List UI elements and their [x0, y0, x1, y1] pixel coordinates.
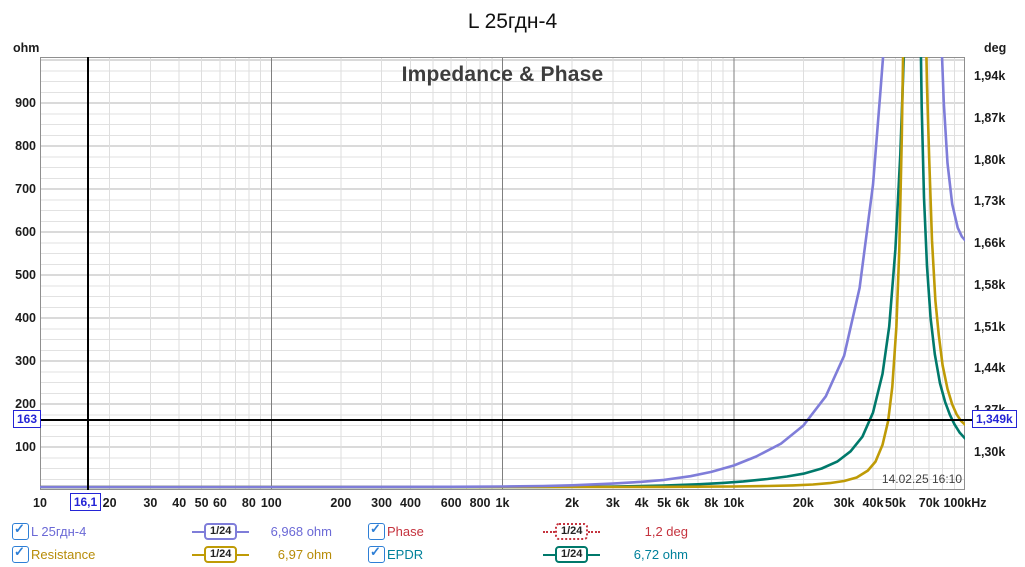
- epdr-checkbox[interactable]: ✓: [368, 544, 385, 563]
- cursor-right-value-readout[interactable]: 1,349k: [972, 409, 1017, 428]
- epdr-legend-label: EPDR: [387, 547, 424, 562]
- x-axis-tick-label: 30: [143, 496, 158, 510]
- phase-cursor-value: 1,2 deg: [644, 524, 688, 539]
- phase-checkbox[interactable]: ✓: [368, 521, 385, 540]
- line-sample-icon: [237, 530, 250, 533]
- phase-legend-label: Phase: [387, 524, 424, 539]
- right-axis-tick-label: 1,30k: [974, 444, 1006, 459]
- y-axis-tick-label: 300: [15, 354, 36, 368]
- line-sample-icon: [543, 530, 555, 533]
- x-axis-tick-label: 60: [212, 496, 227, 510]
- resistance-checkbox[interactable]: ✓: [12, 544, 29, 563]
- check-icon: ✓: [14, 521, 25, 536]
- curve-resistance: [40, 57, 965, 489]
- line-sample-icon: [588, 553, 601, 556]
- right-axis-tick-label: 1,58k: [974, 277, 1006, 292]
- measurement-timestamp: 14.02.25 16:10: [881, 472, 962, 486]
- x-axis-tick-label: 50: [194, 496, 209, 510]
- curve-l-25гдн-4: [40, 57, 965, 489]
- x-axis-tick-label: 200: [330, 496, 352, 510]
- x-axis-tick-label: 8k: [704, 496, 719, 510]
- cursor-left-value-readout[interactable]: 163: [13, 409, 42, 428]
- plot-border: [40, 57, 965, 490]
- y-axis-tick-label: 400: [15, 311, 36, 325]
- y-axis-tick-label: 800: [15, 139, 36, 153]
- x-axis-tick-label: 3k: [605, 496, 620, 510]
- line-sample-icon: [543, 553, 555, 556]
- check-icon: ✓: [370, 544, 381, 559]
- x-axis-tick-label: 6k: [675, 496, 690, 510]
- value-cursor-line[interactable]: [40, 419, 974, 421]
- line-sample-icon: [192, 553, 204, 556]
- line-sample-icon: [237, 553, 250, 556]
- x-axis-tick-label: 80: [241, 496, 256, 510]
- x-axis-tick-label: 50k: [884, 496, 906, 510]
- impedance-smoothing-badge[interactable]: 1/24: [192, 523, 250, 540]
- right-axis-tick-label: 1,51k: [974, 319, 1006, 334]
- x-axis-tick-label: 30k: [833, 496, 855, 510]
- impedance-legend-label: L 25гдн-4: [31, 524, 87, 539]
- x-axis-tick-label: 40: [172, 496, 187, 510]
- right-axis-tick-label: 1,44k: [974, 361, 1006, 376]
- impedance-cursor-value: 6,968 ohm: [270, 524, 332, 539]
- chart-heading: Impedance & Phase: [401, 63, 604, 86]
- right-axis-unit-label: deg: [984, 41, 1007, 55]
- x-axis-tick-label: 600: [440, 496, 462, 510]
- x-axis-tick-label: 400: [400, 496, 421, 510]
- right-axis-tick-label: 1,66k: [974, 236, 1006, 250]
- x-axis-tick-label: 4k: [634, 496, 649, 510]
- x-axis-tick-label: 20: [102, 496, 117, 510]
- phase-smoothing-badge[interactable]: 1/24: [543, 523, 601, 540]
- right-axis-tick-label: 1,80k: [974, 152, 1006, 167]
- x-axis-tick-label: 1k: [495, 496, 510, 510]
- y-axis-tick-label: 900: [15, 96, 36, 110]
- x-axis-tick-label: 2k: [565, 496, 580, 510]
- y-axis-tick-label: 600: [15, 225, 36, 239]
- x-axis-tick-label: 70k: [918, 496, 940, 510]
- left-axis-unit-label: ohm: [13, 41, 40, 55]
- x-axis-tick-label: 20k: [792, 496, 814, 510]
- epdr-smoothing-badge[interactable]: 1/24: [543, 546, 601, 563]
- x-axis-tick-label: 100kHz: [943, 496, 987, 510]
- y-axis-tick-label: 500: [15, 268, 36, 282]
- x-axis-tick-label: 40k: [862, 496, 884, 510]
- resistance-legend-label: Resistance: [31, 547, 96, 562]
- y-axis-tick-label: 700: [15, 182, 36, 196]
- y-axis-tick-label: 200: [15, 397, 36, 411]
- check-icon: ✓: [14, 544, 25, 559]
- x-axis-tick-label: 300: [371, 496, 393, 510]
- frequency-cursor-line[interactable]: [87, 57, 89, 490]
- line-sample-icon: [192, 530, 204, 533]
- page-title: L 25гдн-4: [467, 10, 558, 33]
- x-axis-tick-label: 5k: [657, 496, 672, 510]
- impedance-checkbox[interactable]: ✓: [12, 521, 29, 540]
- x-axis-tick-label: 800: [469, 496, 491, 510]
- check-icon: ✓: [370, 521, 381, 536]
- x-axis-tick-label: 100: [260, 496, 282, 510]
- epdr-cursor-value: 6,72 ohm: [633, 547, 688, 562]
- x-axis-tick-label: 10: [33, 496, 47, 510]
- legend-row: ✓ Resistance 1/24 6,97 ohm ✓ EPDR 1/24 6…: [0, 544, 1025, 565]
- chart-canvas[interactable]: [40, 57, 965, 490]
- y-axis-tick-label: 100: [15, 440, 36, 454]
- cursor-frequency-readout[interactable]: 16,1: [69, 493, 102, 511]
- line-sample-icon: [588, 530, 601, 533]
- right-axis-tick-label: 1,94k: [974, 69, 1006, 83]
- x-axis-tick-label: 10k: [723, 496, 745, 510]
- resistance-smoothing-badge[interactable]: 1/24: [192, 546, 250, 563]
- resistance-cursor-value: 6,97 ohm: [277, 547, 332, 562]
- legend-row: ✓ L 25гдн-4 1/24 6,968 ohm ✓ Phase 1/24 …: [0, 521, 1025, 542]
- right-axis-tick-label: 1,87k: [974, 110, 1006, 125]
- right-axis-tick-label: 1,73k: [974, 194, 1006, 209]
